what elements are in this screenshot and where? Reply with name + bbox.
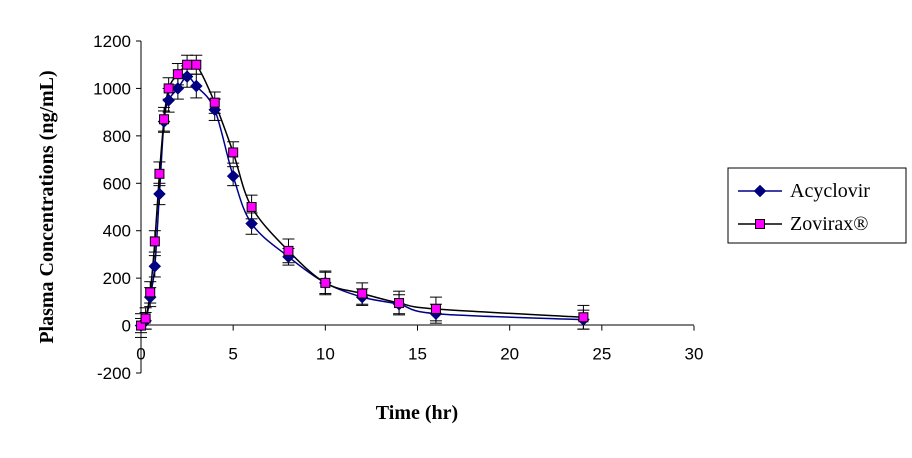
x-axis-title: Time (hr) xyxy=(376,402,458,424)
data-point xyxy=(180,70,194,83)
data-point xyxy=(283,245,294,256)
y-ticks: -200 0 200 400 600 800 1000 1200 xyxy=(93,32,141,383)
x-tick-label: 30 xyxy=(685,345,704,364)
data-point xyxy=(159,114,170,125)
data-point xyxy=(162,93,176,107)
data-point xyxy=(191,59,202,70)
x-tick-label: 15 xyxy=(408,345,427,364)
data-point xyxy=(189,79,203,93)
data-point xyxy=(578,312,589,323)
data-point xyxy=(357,288,368,299)
x-tick-label: 5 xyxy=(228,345,237,364)
data-point xyxy=(145,287,156,298)
legend-marker xyxy=(755,219,765,229)
x-tick-label: 0 xyxy=(136,345,145,364)
legend-marker xyxy=(753,184,767,198)
data-point xyxy=(172,69,183,80)
data-point xyxy=(430,303,441,314)
legend-box xyxy=(727,167,907,244)
legend-label-zovirax: Zovirax® xyxy=(790,213,869,235)
plot-area xyxy=(134,54,590,338)
data-point xyxy=(226,169,240,183)
y-tick-label: 200 xyxy=(103,269,131,288)
data-point xyxy=(228,147,239,158)
y-tick-label: 0 xyxy=(122,317,131,336)
x-tick-label: 25 xyxy=(592,345,611,364)
data-point xyxy=(209,97,220,108)
data-point xyxy=(171,82,185,95)
data-point xyxy=(140,313,151,324)
y-tick-label: 400 xyxy=(103,222,131,241)
x-ticks: 0 5 10 15 20 25 30 xyxy=(136,325,704,364)
legend: Acyclovir Zovirax® xyxy=(727,167,907,244)
data-point xyxy=(148,259,162,273)
data-point xyxy=(149,236,160,247)
y-tick-label: 1200 xyxy=(93,32,131,51)
data-point xyxy=(320,277,331,288)
legend-label-acyclovir: Acyclovir xyxy=(790,180,870,202)
data-point xyxy=(154,168,165,179)
data-point xyxy=(182,59,193,70)
data-point xyxy=(153,187,166,201)
y-tick-label: 1000 xyxy=(93,79,131,98)
x-tick-label: 20 xyxy=(500,345,519,364)
y-tick-label: 600 xyxy=(103,174,131,193)
data-point xyxy=(246,202,257,212)
data-point xyxy=(163,83,174,94)
y-tick-label: -200 xyxy=(97,364,131,383)
data-point xyxy=(394,298,405,309)
y-axis-title: Plasma Concentrations (ng/mL) xyxy=(36,70,58,343)
series-markers-1 xyxy=(136,59,589,331)
y-tick-label: 800 xyxy=(103,127,131,146)
data-point xyxy=(245,217,258,230)
x-tick-label: 10 xyxy=(316,345,335,364)
